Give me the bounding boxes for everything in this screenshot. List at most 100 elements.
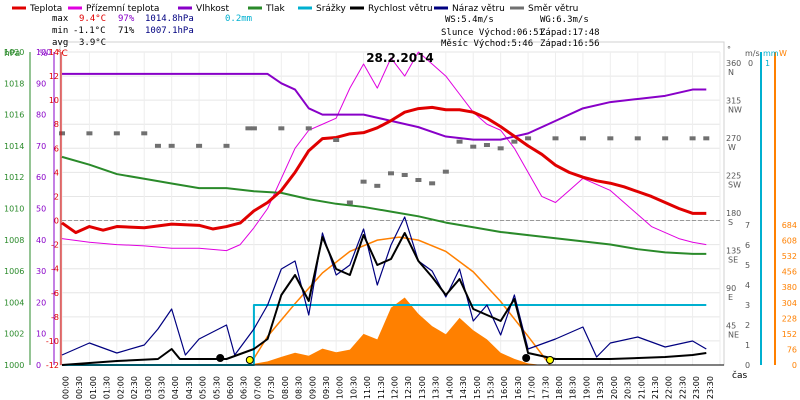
wind-direction-mark	[470, 144, 477, 149]
time-tick: 22:30	[678, 376, 687, 399]
dir-tick: N	[728, 68, 734, 77]
time-tick: 06:00	[226, 376, 235, 399]
humidity-line	[62, 72, 707, 141]
wind-direction-mark	[141, 131, 148, 136]
wind-direction-mark	[223, 143, 230, 148]
wind-direction-mark	[579, 136, 586, 141]
time-tick: 17:00	[528, 376, 537, 399]
deg-tick: 45	[726, 322, 736, 331]
time-tick: 18:00	[555, 376, 564, 399]
time-tick: 21:00	[637, 376, 646, 399]
wind-direction-mark	[634, 136, 641, 141]
time-tick: 04:30	[185, 376, 194, 399]
info-wg: WG:6.3m/s	[540, 15, 589, 25]
wind-direction-mark	[415, 178, 422, 182]
time-tick: 11:00	[363, 376, 372, 399]
deg-tick: 360	[726, 59, 741, 68]
time-tick: 12:00	[391, 376, 400, 399]
pct-tick: 40	[36, 236, 46, 245]
info-moon-set: Západ:16:56	[540, 39, 600, 49]
ground-temp-line	[61, 51, 707, 252]
time-tick: 04:00	[171, 376, 180, 399]
wind-direction-mark	[388, 171, 394, 176]
time-tick: 10:30	[349, 376, 358, 399]
stats-max-temp: 9.4°C	[79, 14, 106, 24]
wind-direction-mark	[689, 136, 696, 141]
legend-label: Srážky	[316, 4, 347, 14]
time-axis-label: čas	[732, 370, 747, 381]
wind-gust-line	[61, 216, 707, 358]
time-tick: 18:30	[569, 376, 578, 399]
celsius-tick: -4	[51, 265, 59, 274]
info-moon: Měsíc Východ:5:46	[441, 39, 533, 49]
celsius-tick: -2	[51, 241, 59, 250]
legend-label: Tlak	[265, 4, 286, 14]
wind-direction-mark	[346, 200, 353, 205]
celsius-tick: 6	[54, 144, 59, 153]
time-tick: 20:30	[624, 376, 633, 399]
celsius-tick: 12	[49, 72, 59, 81]
time-tick: 16:30	[514, 376, 523, 399]
mm-unit: mm	[763, 49, 779, 58]
solar-layer	[62, 236, 707, 366]
legend-label: Přízemní teplota	[86, 4, 159, 14]
hpa-tick: 1018	[4, 79, 24, 88]
celsius-tick: 0	[54, 217, 59, 226]
celsius-tick: -6	[51, 289, 59, 298]
solar-max-curve	[249, 236, 551, 366]
solar-radiation-area	[62, 297, 707, 365]
legend-label: Náraz větru	[452, 4, 505, 14]
legend-label: Směr větru	[528, 4, 578, 14]
w-tick: 684	[782, 221, 797, 230]
time-tick: 10:00	[336, 376, 345, 399]
wind-direction-mark	[59, 131, 65, 136]
hpa-tick: 1012	[4, 173, 24, 182]
time-tick: 22:00	[665, 376, 674, 399]
legend-label: Vlhkost	[196, 4, 229, 14]
w-tick: 228	[782, 314, 797, 323]
wind-direction-mark	[374, 183, 381, 188]
axes-layer: hPa% °C ° m/s0mm1W1000100210041006100810101…	[4, 45, 797, 399]
ms-tick: 1	[745, 341, 750, 350]
deg-unit: °	[727, 45, 731, 54]
wind-direction-mark	[168, 143, 175, 148]
pressure-line	[61, 155, 707, 255]
wind-direction-mark	[442, 169, 449, 174]
celsius-tick: -12	[46, 361, 59, 370]
wind-direction-mark	[154, 143, 161, 148]
time-tick: 08:30	[295, 376, 304, 399]
w-unit: W	[779, 49, 787, 58]
header-layer: 28.2.2014 max 9.4°C 97% 1014.8hPa 0.2mm …	[52, 14, 600, 65]
legend-label: Teplota	[29, 4, 62, 14]
deg-tick: 225	[726, 172, 741, 181]
hpa-tick: 1016	[4, 111, 24, 120]
celsius-tick: -10	[46, 337, 59, 346]
wind-direction-mark	[511, 139, 518, 144]
w-tick: 0	[792, 361, 797, 370]
time-tick: 00:00	[62, 376, 71, 399]
moonset-marker	[522, 354, 531, 362]
hpa-unit: hPa	[4, 49, 20, 59]
info-sun: Slunce Východ:06:51	[441, 28, 544, 38]
hpa-tick: 1010	[4, 205, 24, 214]
legend-label: Rychlost větru	[368, 4, 433, 14]
time-tick: 23:30	[706, 376, 715, 399]
celsius-tick: 8	[54, 120, 59, 129]
time-tick: 01:30	[103, 376, 112, 399]
time-tick: 20:00	[610, 376, 619, 399]
dir-tick: SE	[728, 256, 738, 265]
pct-tick: 80	[36, 111, 46, 120]
time-tick: 09:30	[322, 376, 331, 399]
ms-tick: 0	[745, 361, 750, 370]
stats-min-hum: 71%	[118, 26, 135, 36]
time-tick: 16:00	[500, 376, 509, 399]
stats-max-press: 1014.8hPa	[145, 14, 194, 24]
mm-top: 1	[765, 59, 770, 68]
hpa-tick: 1014	[4, 142, 24, 151]
w-tick: 532	[782, 252, 797, 261]
wind-direction-mark	[250, 126, 257, 131]
celsius-tick: 2	[54, 192, 59, 201]
hpa-tick: 1004	[4, 298, 24, 307]
sunrise-marker	[245, 356, 254, 364]
stats-max-hum: 97%	[118, 14, 135, 24]
